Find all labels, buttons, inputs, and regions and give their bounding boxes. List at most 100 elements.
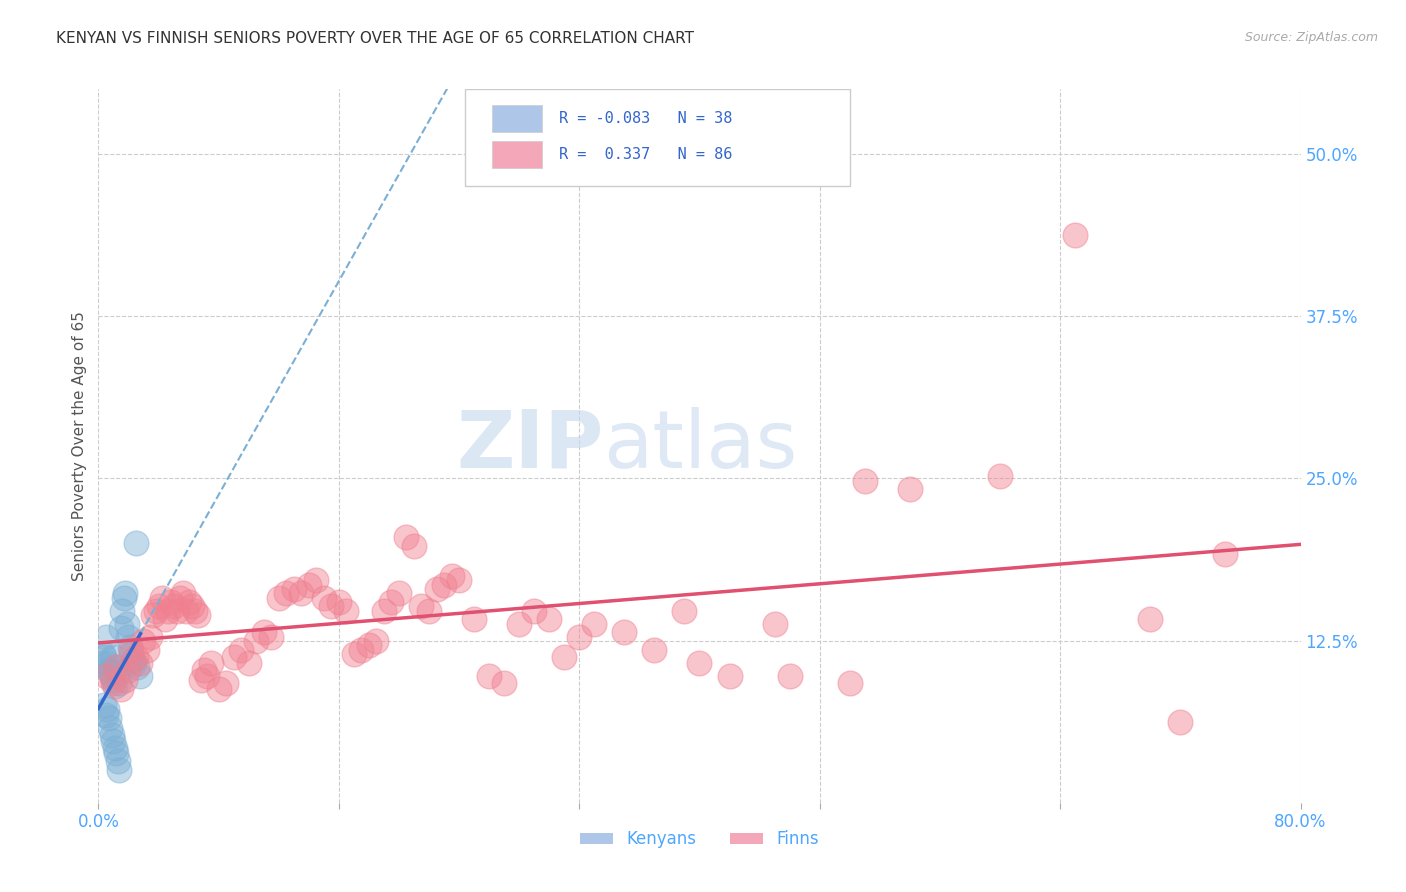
Point <box>105 659 128 673</box>
Point <box>283 582 305 596</box>
Text: atlas: atlas <box>603 407 797 485</box>
Point <box>93 650 115 665</box>
Point <box>433 578 456 592</box>
Point <box>1215 547 1237 561</box>
Point <box>568 630 591 644</box>
Point <box>111 604 134 618</box>
Point <box>238 656 260 670</box>
Point <box>425 582 447 596</box>
Point <box>190 673 212 687</box>
Point <box>215 676 238 690</box>
Point <box>105 659 128 673</box>
Point <box>112 591 135 605</box>
Point <box>108 764 131 778</box>
Point <box>463 611 485 625</box>
Point <box>172 585 194 599</box>
Text: R = -0.083   N = 38: R = -0.083 N = 38 <box>558 111 733 126</box>
Point <box>779 668 801 682</box>
Point <box>118 640 141 654</box>
Point <box>141 607 163 622</box>
Point <box>177 595 200 609</box>
Point <box>93 698 115 713</box>
Point <box>335 604 357 618</box>
Point <box>104 679 127 693</box>
Point <box>689 656 711 670</box>
Point <box>162 599 184 613</box>
Point <box>343 647 366 661</box>
Point <box>440 568 463 582</box>
Y-axis label: Seniors Poverty Over the Age of 65: Seniors Poverty Over the Age of 65 <box>72 311 87 581</box>
FancyBboxPatch shape <box>465 89 849 186</box>
Point <box>159 595 181 609</box>
Point <box>1064 227 1087 242</box>
Bar <box>492 105 541 132</box>
Point <box>110 681 132 696</box>
Point <box>129 656 152 670</box>
Point <box>105 747 128 761</box>
Point <box>494 676 516 690</box>
Point <box>418 604 440 618</box>
Point <box>643 642 665 657</box>
Point <box>103 733 125 747</box>
Point <box>366 633 388 648</box>
Point <box>174 604 197 618</box>
Point <box>107 666 129 681</box>
Bar <box>492 141 541 168</box>
Point <box>145 604 167 618</box>
Point <box>298 578 321 592</box>
Point <box>231 642 253 657</box>
Point <box>183 604 205 618</box>
Point <box>553 650 575 665</box>
Point <box>305 573 328 587</box>
Point <box>673 604 696 618</box>
Point <box>508 616 530 631</box>
Point <box>94 668 117 682</box>
Point <box>988 468 1011 483</box>
Point <box>388 585 411 599</box>
Point <box>478 668 501 682</box>
Point <box>114 673 136 687</box>
Point <box>124 656 146 670</box>
Point <box>380 595 402 609</box>
Point <box>132 633 155 648</box>
Point <box>156 604 179 618</box>
Point <box>193 664 215 678</box>
Point <box>97 711 120 725</box>
Legend: Kenyans, Finns: Kenyans, Finns <box>574 824 825 855</box>
Point <box>838 676 860 690</box>
Point <box>253 624 276 639</box>
Point <box>129 668 152 682</box>
Point <box>898 482 921 496</box>
Point <box>115 616 138 631</box>
Point <box>166 604 188 618</box>
Point <box>1139 611 1161 625</box>
Point <box>538 611 561 625</box>
Point <box>96 656 118 670</box>
Point <box>103 673 125 687</box>
Point <box>153 611 176 625</box>
Point <box>122 653 145 667</box>
Text: R =  0.337   N = 86: R = 0.337 N = 86 <box>558 146 733 161</box>
Point <box>103 676 125 690</box>
Point <box>276 585 298 599</box>
Point <box>853 474 876 488</box>
Point <box>117 630 139 644</box>
Point <box>91 647 114 661</box>
Point <box>104 741 127 756</box>
Point <box>125 536 148 550</box>
Point <box>180 599 202 613</box>
Point <box>523 604 546 618</box>
Point <box>402 539 425 553</box>
Point <box>96 702 118 716</box>
Point <box>447 573 470 587</box>
Point <box>395 530 418 544</box>
Point <box>718 668 741 682</box>
Point <box>90 656 112 670</box>
Point <box>94 630 117 644</box>
Point <box>763 616 786 631</box>
Point <box>222 650 245 665</box>
Point <box>148 599 170 613</box>
Point <box>110 621 132 635</box>
Point <box>260 630 283 644</box>
Point <box>107 754 129 768</box>
